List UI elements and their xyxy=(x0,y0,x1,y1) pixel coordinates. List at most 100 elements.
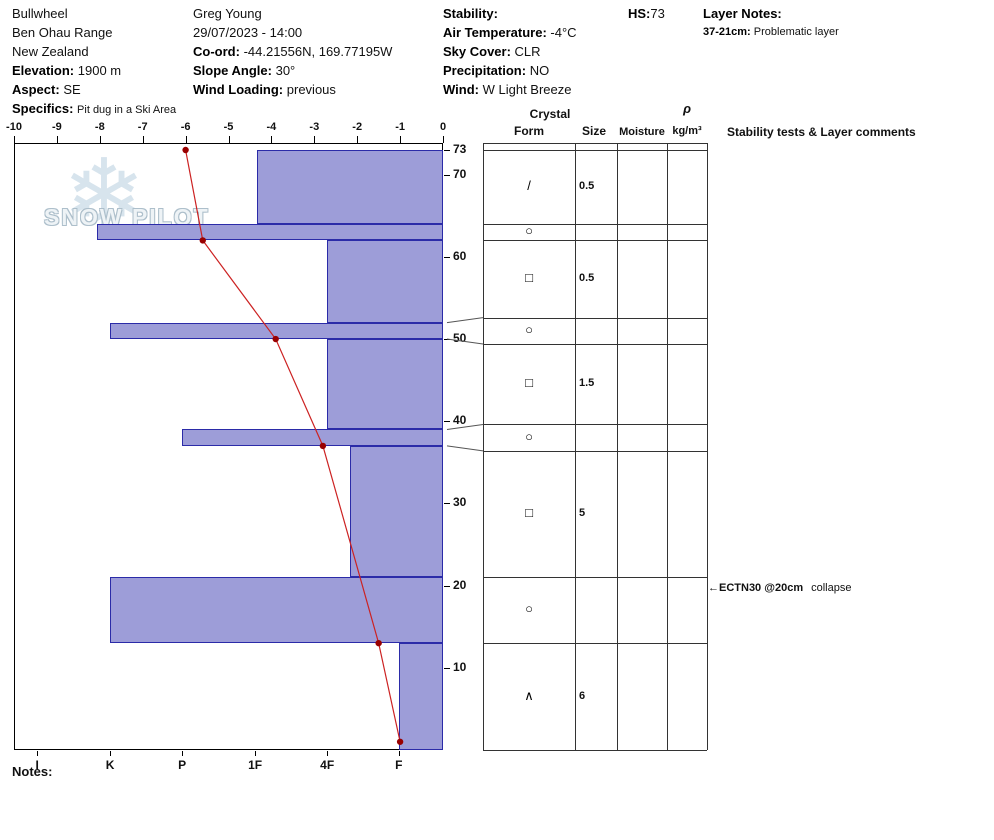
crystal-form-symbol: ○ xyxy=(525,601,533,617)
slope-angle-line: Slope Angle: 30° xyxy=(193,61,392,80)
snow-layer-bar-37-21 xyxy=(349,445,443,578)
height-axis-tick xyxy=(444,667,450,669)
form-column-header: Form xyxy=(514,124,544,138)
header-hs-block: HS:73 xyxy=(628,4,665,23)
specifics-value: Pit dug in a Ski Area xyxy=(77,104,177,116)
table-top-line xyxy=(483,143,707,144)
height-axis-tick xyxy=(444,585,450,587)
crystal-size-value: 0.5 xyxy=(579,179,595,192)
snow-layer-bar-39-37 xyxy=(182,429,443,446)
temp-axis-tick xyxy=(142,136,144,143)
hardness-axis-tick xyxy=(182,751,184,756)
height-axis-tick xyxy=(444,174,450,176)
temp-axis-label: -2 xyxy=(352,121,363,133)
temp-axis-label: -5 xyxy=(223,121,234,133)
country: New Zealand xyxy=(12,44,89,59)
header-conditions-block: Stability: Air Temperature: -4°C Sky Cov… xyxy=(443,4,577,99)
table-row-line xyxy=(483,317,707,319)
temp-axis-tick xyxy=(14,136,15,143)
header-observer-block: Greg Young 29/07/2023 - 14:00 Co-ord: -4… xyxy=(193,4,392,99)
hs-label: HS: xyxy=(628,6,651,21)
temp-axis-label: -6 xyxy=(180,121,191,133)
table-column-line xyxy=(483,143,484,750)
aspect-label: Aspect: xyxy=(12,82,60,97)
wind-loading-label: Wind Loading: xyxy=(193,82,284,97)
table-row-line xyxy=(483,424,707,426)
table-column-line xyxy=(667,143,668,750)
height-axis-tick xyxy=(444,150,450,151)
temp-axis-label: -9 xyxy=(52,121,62,133)
elevation-value: 1900 m xyxy=(77,63,122,78)
precipitation-label: Precipitation: xyxy=(443,63,527,78)
header-layer-notes-block: Layer Notes: 37-21cm: Problematic layer xyxy=(703,4,839,42)
specifics-line: Specifics: Pit dug in a Ski Area xyxy=(12,99,176,118)
wind-loading-value: previous xyxy=(286,82,336,97)
hardness-axis-tick xyxy=(327,751,329,756)
crystal-form-symbol: □ xyxy=(525,270,533,285)
temp-axis-tick xyxy=(185,136,187,143)
hardness-axis-tick xyxy=(398,751,400,756)
specifics-label: Specifics: xyxy=(12,101,74,116)
coord-line: Co-ord: -44.21556N, 169.77195W xyxy=(193,42,392,61)
air-temp-line: Air Temperature: -4°C xyxy=(443,23,577,42)
density-symbol-header: ρ xyxy=(683,101,691,116)
temp-axis-tick xyxy=(443,136,444,143)
sky-cover-line: Sky Cover: CLR xyxy=(443,42,577,61)
table-row-line xyxy=(483,643,707,645)
crystal-form-symbol: ○ xyxy=(525,321,533,337)
height-axis-label: 30 xyxy=(453,495,467,510)
height-axis-label: 73 xyxy=(453,142,467,156)
table-row-line xyxy=(483,344,707,346)
aspect-line: Aspect: SE xyxy=(12,80,176,99)
height-axis-label: 10 xyxy=(453,659,467,674)
hardness-axis-tick xyxy=(255,751,257,756)
snow-layer-bar-64-62 xyxy=(96,223,443,241)
layer-note-text: Problematic layer xyxy=(753,26,839,38)
height-axis-label: 70 xyxy=(453,166,467,181)
observation-datetime: 29/07/2023 - 14:00 xyxy=(193,25,303,40)
stability-test-annotation: ←ECTN30 @20cm collapse xyxy=(708,582,851,594)
height-axis-tick xyxy=(444,503,450,505)
wind-value: W Light Breeze xyxy=(482,82,572,97)
table-row-line xyxy=(483,240,707,242)
table-row-line xyxy=(483,577,707,579)
crystal-form-symbol: □ xyxy=(525,505,533,521)
temp-axis-label: -3 xyxy=(309,121,320,133)
table-column-line xyxy=(707,143,708,750)
wind-label: Wind: xyxy=(443,82,479,97)
crystal-size-value: 5 xyxy=(579,507,586,520)
crystal-form-symbol: ○ xyxy=(525,223,533,239)
snow-layer-bar-62-52 xyxy=(327,240,443,323)
air-temp-label: Air Temperature: xyxy=(443,25,547,40)
arrow-left-icon: ← xyxy=(708,582,719,594)
layer-note-line: 37-21cm: Problematic layer xyxy=(703,23,839,42)
temp-axis-tick xyxy=(314,136,316,143)
wind-loading-line: Wind Loading: previous xyxy=(193,80,392,99)
hardness-axis-tick xyxy=(110,751,112,756)
temp-axis-label: -4 xyxy=(266,121,277,133)
hs-value: 73 xyxy=(650,6,665,21)
stability-label: Stability: xyxy=(443,6,498,21)
temp-axis-label: -1 xyxy=(395,121,405,133)
snow-layer-bar-13-0 xyxy=(398,643,443,750)
hardness-axis-label: K xyxy=(105,758,115,772)
layer-notes-label: Layer Notes: xyxy=(703,6,782,21)
size-column-header: Size xyxy=(581,124,606,138)
temp-axis-tick xyxy=(56,136,58,143)
temp-axis-tick xyxy=(357,136,359,143)
temp-axis-tick xyxy=(228,136,230,143)
stability-line: Stability: xyxy=(443,4,577,23)
snow-layer-bar-52-50 xyxy=(110,322,443,340)
wind-line: Wind: W Light Breeze xyxy=(443,80,577,99)
hardness-axis-tick xyxy=(37,751,39,756)
temp-axis-label: -8 xyxy=(94,121,105,133)
layer-note-range: 37-21cm: xyxy=(703,26,751,38)
hardness-axis-label: 1F xyxy=(248,758,263,772)
table-row-line xyxy=(483,450,707,452)
temp-axis-label: -10 xyxy=(6,121,22,133)
temp-axis-tick xyxy=(271,136,273,143)
table-row-line xyxy=(483,150,707,151)
temp-axis-tick xyxy=(400,136,402,143)
precipitation-line: Precipitation: NO xyxy=(443,61,577,80)
